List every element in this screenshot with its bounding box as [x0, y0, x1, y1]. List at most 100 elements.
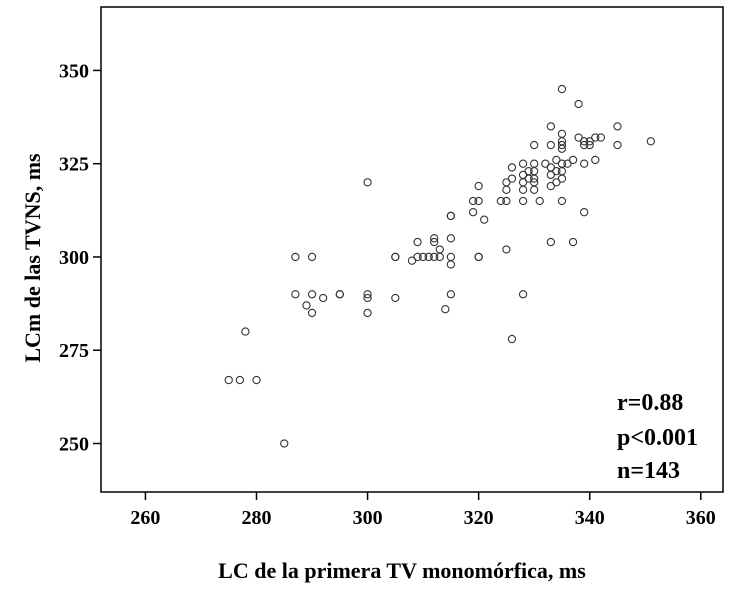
- data-point: [224, 375, 233, 385]
- data-point: [441, 305, 450, 314]
- data-point: [307, 252, 317, 262]
- data-point: [518, 185, 528, 194]
- data-point: [557, 144, 567, 153]
- data-point: [302, 301, 311, 310]
- data-point: [430, 237, 439, 247]
- y-tick-label: 275: [59, 340, 89, 362]
- data-point: [552, 155, 561, 165]
- data-point: [391, 293, 400, 303]
- data-point: [502, 178, 511, 187]
- plot-area: [100, 6, 724, 493]
- data-point: [574, 133, 583, 142]
- data-point: [446, 290, 456, 299]
- data-point: [530, 185, 539, 194]
- data-point: [480, 215, 489, 224]
- data-point: [363, 293, 372, 303]
- data-point: [318, 293, 328, 303]
- data-point: [291, 252, 300, 262]
- data-point: [474, 252, 483, 262]
- data-point: [446, 234, 456, 243]
- x-axis-title: LC de la primera TV monomórfica, ms: [218, 558, 586, 583]
- x-tick-label: 260: [130, 507, 160, 529]
- data-point: [535, 196, 544, 206]
- data-point: [591, 155, 600, 165]
- data-point: [580, 208, 589, 217]
- x-tick-label: 300: [353, 507, 383, 529]
- data-point: [474, 196, 483, 206]
- y-tick-label: 250: [59, 434, 89, 456]
- data-point: [235, 375, 244, 385]
- data-point: [363, 178, 372, 187]
- data-point: [557, 129, 567, 138]
- data-point: [391, 252, 400, 262]
- data-point: [435, 245, 444, 254]
- data-point: [424, 252, 433, 262]
- data-point: [596, 133, 605, 142]
- data-point: [585, 140, 594, 150]
- data-point: [557, 140, 567, 150]
- data-point: [557, 167, 567, 176]
- data-point: [413, 252, 422, 262]
- y-tick-label: 300: [59, 247, 89, 269]
- x-tick-label: 340: [575, 507, 605, 529]
- data-point: [552, 167, 561, 176]
- data-point: [502, 245, 511, 254]
- data-point: [468, 208, 478, 217]
- annotation-r: r=0.88: [617, 390, 683, 416]
- data-point: [507, 163, 517, 172]
- data-point: [530, 140, 539, 150]
- data-point: [563, 159, 572, 168]
- y-tick-label: 350: [59, 60, 89, 82]
- data-point: [541, 159, 550, 168]
- data-point: [546, 122, 555, 131]
- data-point: [430, 234, 439, 243]
- data-point: [418, 252, 428, 262]
- data-point: [552, 178, 561, 187]
- data-point: [502, 196, 511, 206]
- data-point: [574, 99, 583, 109]
- data-point: [363, 290, 372, 299]
- data-point: [646, 137, 655, 146]
- data-point: [507, 174, 517, 183]
- x-tick-label: 280: [242, 507, 272, 529]
- data-point: [435, 252, 444, 262]
- data-point: [518, 159, 528, 168]
- y-axis-title: LCm de las TVNS, ms: [20, 153, 45, 363]
- data-point: [546, 140, 555, 150]
- data-point: [280, 439, 289, 448]
- data-point: [363, 308, 372, 318]
- data-point: [568, 155, 578, 165]
- data-point: [407, 256, 417, 265]
- data-point: [591, 133, 600, 142]
- x-tick-label: 360: [686, 507, 716, 529]
- data-point: [557, 174, 567, 183]
- data-point: [524, 174, 533, 183]
- data-point: [546, 181, 555, 191]
- data-point: [613, 122, 622, 131]
- x-tick-label: 320: [464, 507, 494, 529]
- data-point: [530, 159, 539, 168]
- data-point: [580, 140, 589, 150]
- data-point: [241, 327, 250, 336]
- data-point: [446, 211, 456, 221]
- data-point: [530, 174, 539, 183]
- data-point: [468, 196, 478, 206]
- data-point: [518, 196, 528, 206]
- data-point: [307, 290, 317, 299]
- data-point: [518, 290, 528, 299]
- data-point: [502, 185, 511, 194]
- data-point: [496, 196, 506, 206]
- data-point: [530, 167, 539, 176]
- data-point: [580, 137, 589, 146]
- data-points: [224, 84, 655, 448]
- data-point: [446, 260, 456, 269]
- x-axis: 260 280 300 320 340 360: [130, 492, 716, 529]
- annotation-p: p<0.001: [617, 425, 698, 451]
- data-point: [507, 334, 517, 344]
- data-point: [413, 237, 422, 247]
- annotation-n: n=143: [617, 458, 680, 484]
- data-point: [557, 196, 567, 206]
- data-point: [613, 140, 622, 150]
- data-point: [252, 375, 261, 385]
